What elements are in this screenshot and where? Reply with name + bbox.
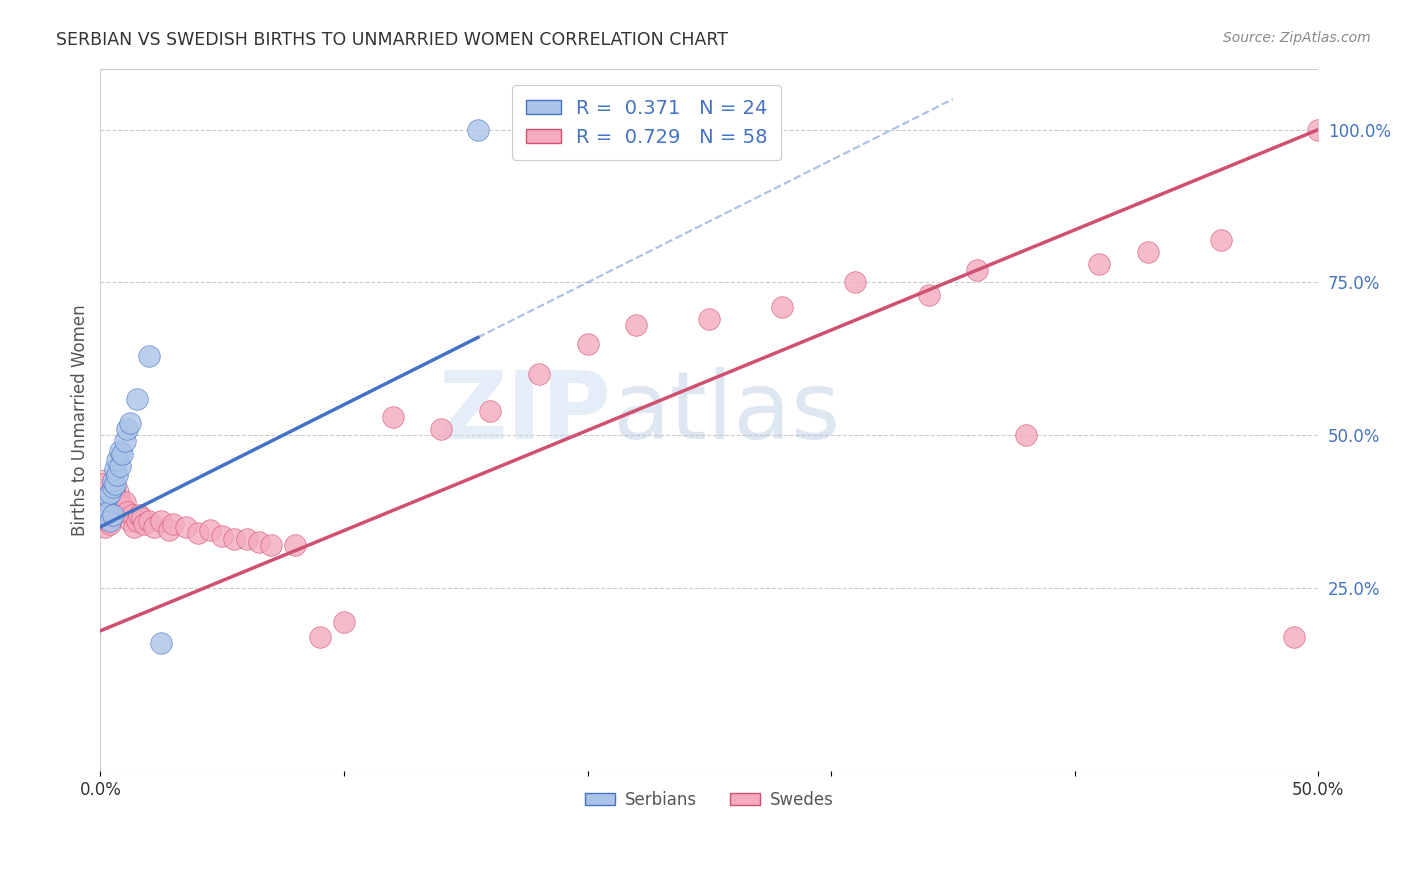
- Point: [174, 520, 197, 534]
- Point: [107, 452, 129, 467]
- Point: [430, 422, 453, 436]
- Point: [101, 508, 124, 522]
- Point: [1088, 257, 1111, 271]
- Point: [118, 416, 141, 430]
- Point: [121, 508, 143, 522]
- Text: atlas: atlas: [612, 367, 841, 458]
- Point: [333, 615, 356, 629]
- Point: [138, 349, 160, 363]
- Point: [104, 462, 127, 476]
- Point: [198, 523, 221, 537]
- Point: [308, 630, 330, 644]
- Point: [94, 501, 117, 516]
- Point: [98, 516, 121, 531]
- Text: SERBIAN VS SWEDISH BIRTHS TO UNMARRIED WOMEN CORRELATION CHART: SERBIAN VS SWEDISH BIRTHS TO UNMARRIED W…: [56, 31, 728, 49]
- Point: [770, 300, 793, 314]
- Point: [125, 392, 148, 406]
- Point: [467, 122, 489, 136]
- Point: [97, 489, 120, 503]
- Point: [134, 516, 156, 531]
- Point: [91, 477, 114, 491]
- Point: [115, 422, 138, 436]
- Point: [101, 480, 124, 494]
- Point: [124, 520, 146, 534]
- Point: [284, 538, 307, 552]
- Point: [142, 520, 165, 534]
- Point: [107, 467, 129, 482]
- Point: [111, 446, 134, 460]
- Point: [98, 495, 121, 509]
- Text: Source: ZipAtlas.com: Source: ZipAtlas.com: [1223, 31, 1371, 45]
- Point: [104, 486, 127, 500]
- Point: [114, 434, 136, 449]
- Point: [108, 443, 131, 458]
- Point: [917, 287, 939, 301]
- Point: [97, 514, 120, 528]
- Point: [111, 499, 134, 513]
- Point: [224, 532, 246, 546]
- Point: [108, 458, 131, 473]
- Point: [1015, 428, 1038, 442]
- Point: [966, 263, 988, 277]
- Point: [108, 495, 131, 509]
- Point: [211, 529, 233, 543]
- Point: [150, 636, 173, 650]
- Point: [576, 336, 599, 351]
- Point: [162, 516, 184, 531]
- Point: [94, 499, 117, 513]
- Point: [98, 486, 121, 500]
- Point: [128, 508, 150, 522]
- Point: [97, 505, 120, 519]
- Point: [101, 474, 124, 488]
- Point: [104, 477, 127, 491]
- Point: [697, 312, 720, 326]
- Point: [98, 514, 121, 528]
- Point: [101, 492, 124, 507]
- Point: [101, 508, 124, 522]
- Point: [125, 514, 148, 528]
- Point: [381, 409, 404, 424]
- Point: [626, 318, 648, 333]
- Point: [104, 492, 127, 507]
- Point: [114, 495, 136, 509]
- Point: [1209, 233, 1232, 247]
- Point: [1282, 630, 1305, 644]
- Point: [107, 492, 129, 507]
- Point: [94, 520, 117, 534]
- Point: [108, 505, 131, 519]
- Point: [97, 499, 120, 513]
- Point: [94, 492, 117, 507]
- Point: [187, 526, 209, 541]
- Text: ZIP: ZIP: [439, 367, 612, 458]
- Point: [157, 523, 180, 537]
- Point: [138, 514, 160, 528]
- Point: [131, 510, 153, 524]
- Point: [479, 404, 502, 418]
- Point: [235, 532, 257, 546]
- Point: [118, 514, 141, 528]
- Point: [247, 535, 270, 549]
- Y-axis label: Births to Unmarried Women: Births to Unmarried Women: [72, 304, 89, 536]
- Point: [844, 276, 866, 290]
- Point: [527, 367, 550, 381]
- Point: [1308, 122, 1330, 136]
- Point: [1136, 244, 1159, 259]
- Point: [115, 505, 138, 519]
- Point: [150, 514, 173, 528]
- Point: [91, 495, 114, 509]
- Point: [260, 538, 283, 552]
- Legend: Serbians, Swedes: Serbians, Swedes: [578, 784, 841, 816]
- Point: [107, 505, 129, 519]
- Point: [91, 489, 114, 503]
